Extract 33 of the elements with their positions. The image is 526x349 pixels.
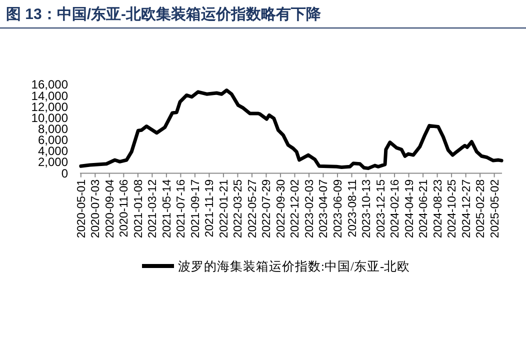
x-tick-label: 2020-11-06 <box>118 179 131 238</box>
x-tick-label: 2023-08-11 <box>346 179 359 238</box>
x-tick-label: 2022-12-02 <box>290 179 302 238</box>
x-tick-label: 2020-07-03 <box>90 179 102 238</box>
x-tick-label: 2024-06-21 <box>418 179 430 238</box>
x-tick-label: 2021-09-17 <box>190 179 202 238</box>
x-tick-label: 2024-04-19 <box>404 179 416 238</box>
x-tick-label: 2022-05-27 <box>246 179 259 238</box>
x-tick-label: 2024-10-25 <box>446 179 459 238</box>
x-tick-label: 2020-05-01 <box>76 179 88 238</box>
x-tick-label: 2020-09-04 <box>104 178 116 238</box>
x-tick-label: 2021-07-16 <box>176 179 188 238</box>
x-tick-label: 2023-02-03 <box>304 179 316 238</box>
x-tick-label: 2022-09-30 <box>275 179 288 238</box>
x-tick-label: 2021-03-12 <box>147 179 160 238</box>
y-tick-label: 8,000 <box>38 122 68 136</box>
legend: 波罗的海集装箱运价指数:中国/东亚-北欧 <box>142 260 410 274</box>
x-tick-label: 2024-12-27 <box>460 179 473 238</box>
x-tick-label: 2024-08-23 <box>432 179 444 238</box>
x-tick-label: 2025-02-28 <box>475 179 488 238</box>
x-tick-label: 2023-06-09 <box>332 179 344 238</box>
x-tick-label: 2025-05-02 <box>489 179 502 238</box>
x-tick-label: 2022-01-21 <box>218 179 230 238</box>
x-tick-label: 2023-12-15 <box>375 179 388 238</box>
chart-title: 图 13：中国/东亚-北欧集装箱运价指数略有下降 <box>6 5 322 23</box>
x-tick-label: 2023-10-13 <box>361 179 374 238</box>
x-tick-label: 2021-11-19 <box>204 179 216 238</box>
x-tick-label: 2021-05-14 <box>161 178 174 238</box>
x-tick-label: 2022-03-25 <box>232 179 245 238</box>
x-tick-label: 2023-04-07 <box>318 179 330 238</box>
x-tick-label: 2022-07-29 <box>261 179 274 238</box>
x-tick-label: 2024-02-16 <box>390 179 402 238</box>
x-tick-label: 2021-01-08 <box>132 179 145 238</box>
